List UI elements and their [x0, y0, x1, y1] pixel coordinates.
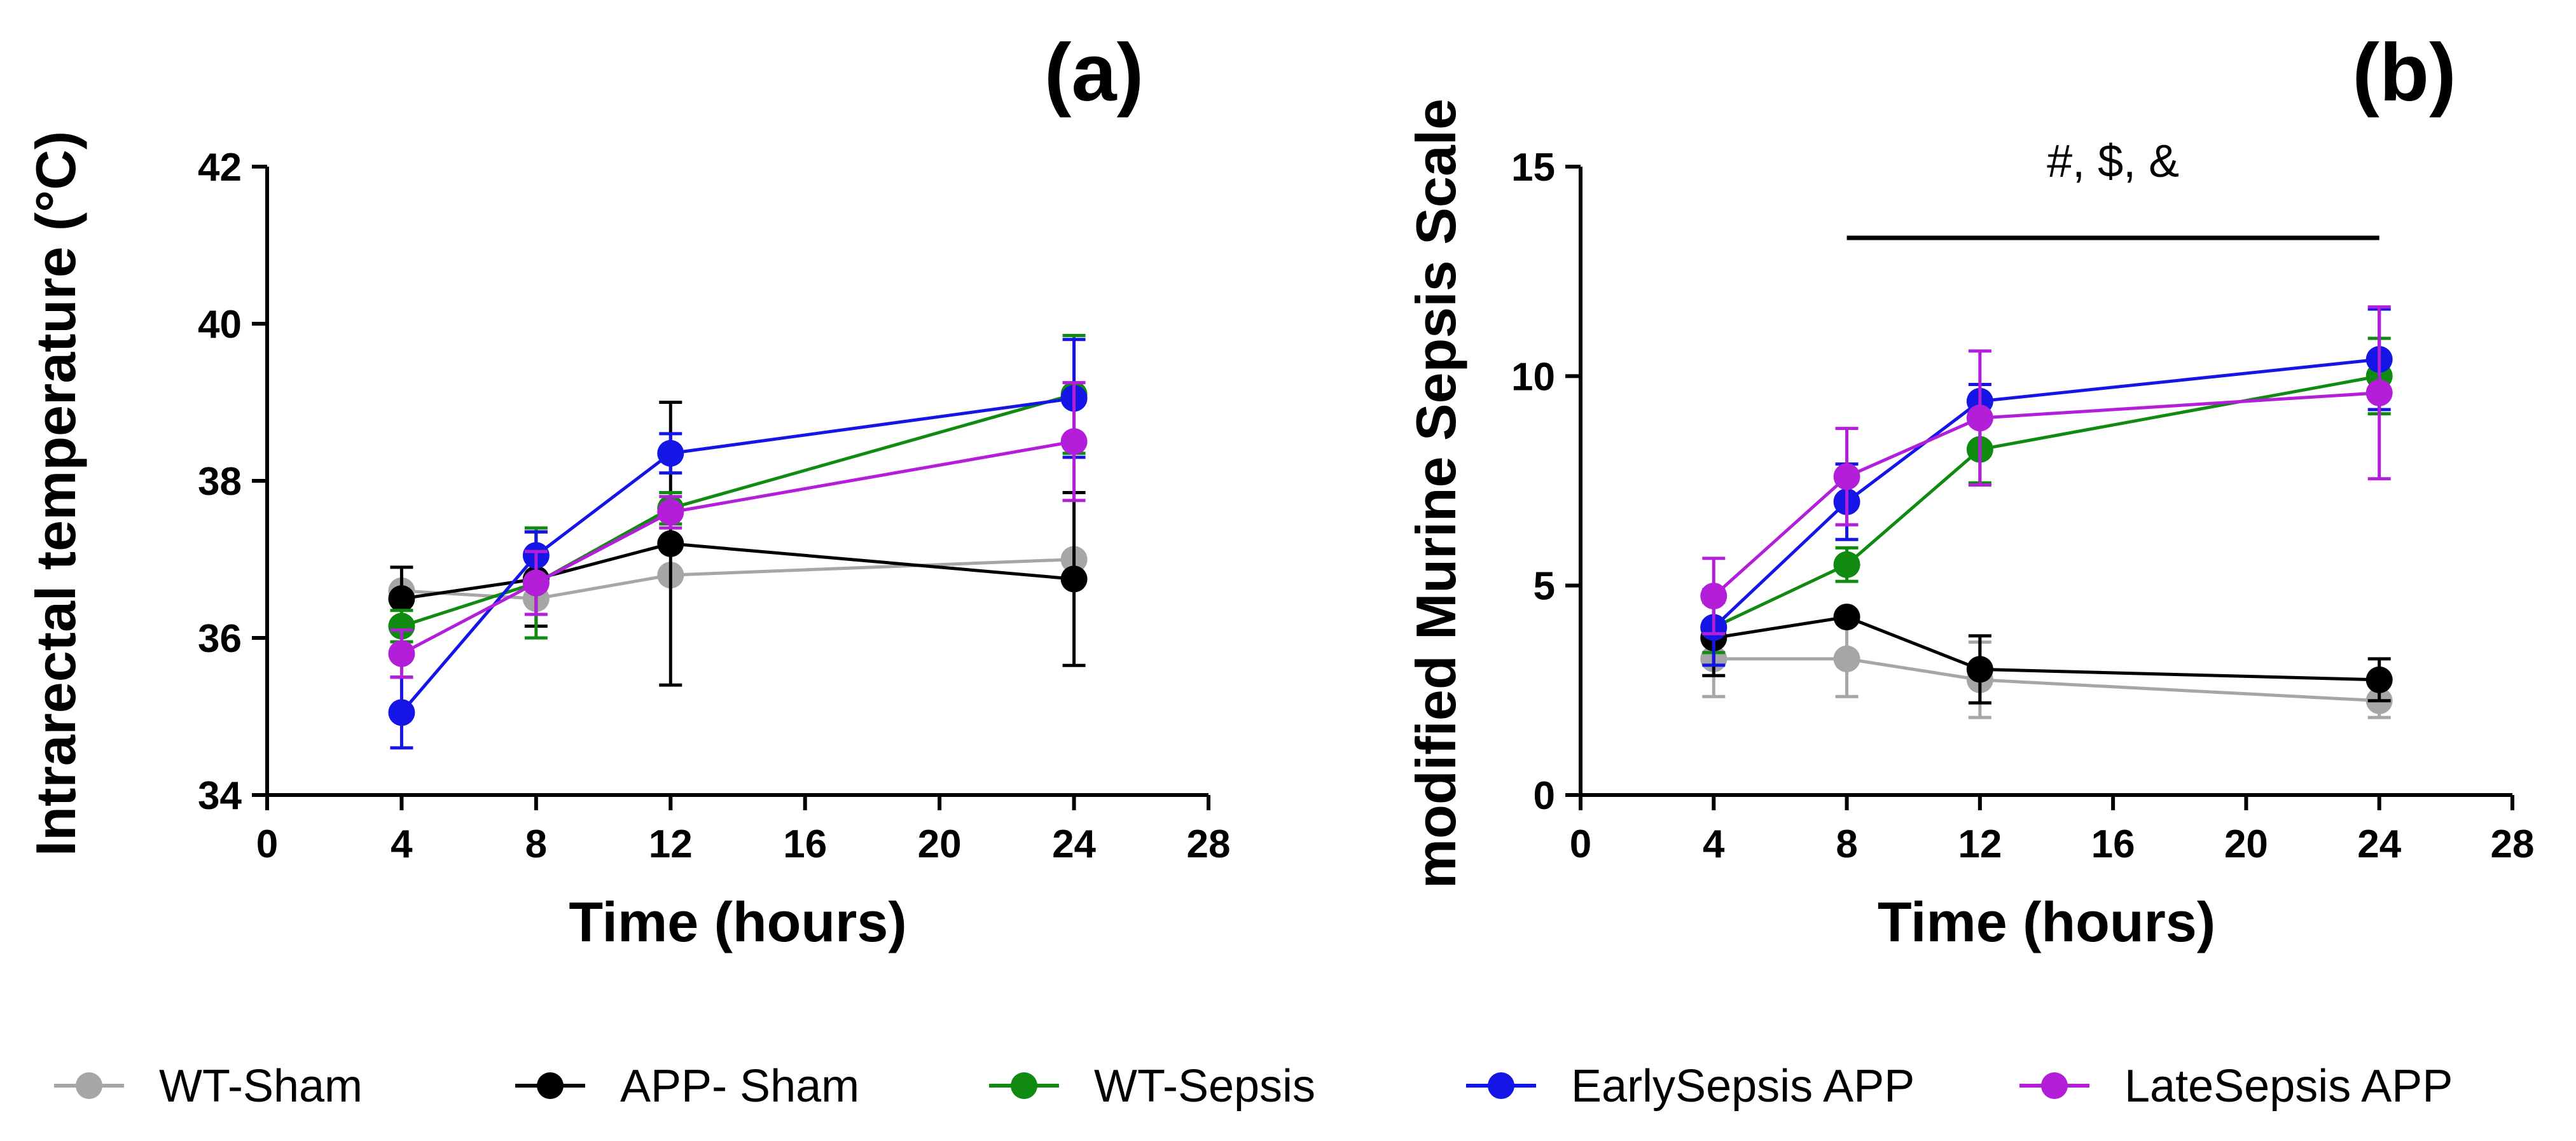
legend-label: WT-Sepsis	[1094, 1061, 1315, 1112]
x-tick-label: 20	[918, 822, 962, 866]
data-point	[657, 530, 684, 557]
data-point	[1833, 645, 1860, 672]
legend-label: APP- Sham	[620, 1061, 859, 1112]
x-tick-label: 4	[391, 822, 413, 866]
series-line	[1713, 374, 2380, 629]
x-tick-label: 12	[649, 822, 693, 866]
x-tick-label: 28	[2491, 822, 2535, 866]
legend-item-wt-sepsis: WT-Sepsis	[989, 1061, 1315, 1112]
panel-b: 0 4 8 12 16 20 24 28 0 5 10 15 Time (hours) modified …	[1404, 27, 2534, 953]
x-tick-label: 16	[2091, 822, 2135, 866]
series-latesepsis-app	[1700, 305, 2393, 635]
y-tick-label: 36	[198, 617, 242, 661]
y-tick-label: 38	[198, 460, 242, 504]
series-app-sham	[1700, 598, 2393, 705]
y-tick-label: 5	[1534, 565, 1555, 609]
x-axis-label: Time (hours)	[569, 890, 906, 953]
series-line	[401, 558, 1074, 600]
x-tick-label: 0	[256, 822, 278, 866]
x-tick-label: 16	[783, 822, 827, 866]
legend-marker	[1488, 1072, 1514, 1099]
y-axis-label: modified Murine Sepsis Scale	[1404, 99, 1467, 889]
series-wt-sham	[388, 546, 1088, 612]
series-wt-sepsis	[1700, 336, 2393, 654]
panel-label: (a)	[1044, 27, 1144, 118]
series-line	[401, 542, 1074, 600]
data-point	[1060, 565, 1088, 593]
data-point	[388, 699, 415, 726]
panel-a: 0 4 8 12 16 20 24 28 34 36 38 40 42 Time (hours) Intra…	[24, 27, 1230, 953]
data-point	[388, 585, 415, 612]
series-line	[1712, 357, 2379, 629]
data-point	[1700, 583, 1728, 610]
legend-label: LateSepsis APP	[2124, 1061, 2453, 1112]
legend-item-latesepsis-app: LateSepsis APP	[2019, 1061, 2453, 1112]
legend-item-wt-sham: WT-Sham	[54, 1061, 363, 1112]
series-line	[1712, 391, 2379, 597]
data-point	[1060, 428, 1088, 455]
data-point	[1966, 405, 1993, 432]
legend-label: EarlySepsis APP	[1571, 1061, 1915, 1112]
x-tick-label: 24	[2357, 822, 2401, 866]
series-line	[401, 392, 1075, 628]
legend-marker	[2041, 1072, 2068, 1099]
x-tick-label: 0	[1570, 822, 1591, 866]
data-point	[2365, 379, 2393, 406]
x-tick-label: 24	[1052, 822, 1096, 866]
x-axis-label: Time (hours)	[1878, 890, 2215, 953]
data-point	[1966, 656, 1993, 683]
data-point	[1833, 604, 1860, 631]
data-point	[2365, 666, 2393, 693]
series-wt-sham	[1700, 619, 2393, 719]
data-point	[657, 499, 684, 526]
series-line	[401, 439, 1075, 655]
data-point	[388, 640, 415, 667]
legend-marker	[76, 1072, 102, 1099]
legend-marker	[1011, 1072, 1037, 1099]
y-tick-label: 15	[1511, 146, 1555, 190]
data-point	[388, 612, 415, 640]
x-tick-label: 4	[1703, 822, 1725, 866]
x-tick-label: 28	[1187, 822, 1231, 866]
y-tick-label: 42	[198, 146, 242, 190]
series-earlysepsis-app	[1700, 307, 2393, 667]
x-tick-label: 8	[1836, 822, 1857, 866]
series-line	[1714, 657, 2379, 703]
data-point	[522, 569, 550, 597]
y-tick-label: 10	[1511, 355, 1555, 399]
panel-label: (b)	[2352, 27, 2456, 118]
series-earlysepsis-app	[388, 338, 1088, 750]
series-line	[1713, 615, 2379, 682]
significance-annotation: #, $, &	[2047, 136, 2179, 187]
y-tick-label: 0	[1534, 774, 1555, 818]
y-axis-label: Intrarectal temperature (°C)	[24, 131, 87, 856]
y-tick-label: 34	[198, 774, 242, 818]
legend-item-app-sham: APP- Sham	[515, 1061, 859, 1112]
series-latesepsis-app	[388, 381, 1088, 679]
data-point	[657, 439, 684, 467]
legend: WT-Sham APP- Sham WT-Sepsis EarlySepsis APP…	[54, 1061, 2453, 1112]
legend-label: WT-Sham	[159, 1061, 363, 1112]
y-tick-label: 40	[198, 303, 242, 347]
series-line	[400, 396, 1074, 714]
data-point	[1833, 463, 1860, 490]
x-tick-label: 20	[2224, 822, 2268, 866]
x-tick-label: 8	[525, 822, 547, 866]
data-point	[1833, 551, 1860, 578]
x-tick-label: 12	[1958, 822, 2002, 866]
series-wt-sepsis	[388, 334, 1088, 644]
legend-marker	[537, 1072, 564, 1099]
legend-item-earlysepsis-app: EarlySepsis APP	[1466, 1061, 1915, 1112]
